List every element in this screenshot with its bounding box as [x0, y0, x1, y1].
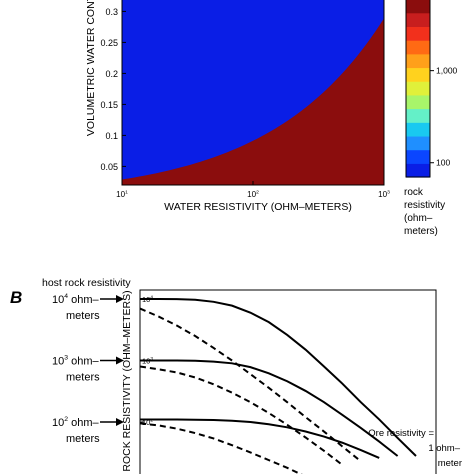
colorbar-block	[406, 135, 430, 151]
y-tick-label: 0.2	[105, 69, 118, 79]
dashed-curve	[140, 365, 344, 466]
colorbar-block	[406, 12, 430, 27]
host-rock-value: 103 ohm–	[52, 355, 100, 368]
panel-b-y-ticks: 102 103 104	[140, 295, 153, 427]
y-tick-label: 0.3	[105, 7, 118, 17]
panel-a-y-ticks: 0.05 0.1 0.15 0.2 0.25 0.3	[100, 7, 126, 172]
colorbar-label: rock resistivity (ohm– meters)	[404, 187, 445, 237]
y-tick-label: 0.15	[100, 100, 118, 110]
panel-b-curves	[140, 298, 417, 474]
y-tick-label: 0.05	[100, 162, 118, 172]
colorbar-block	[406, 108, 430, 123]
y-tick-label: 0.1	[105, 131, 118, 141]
colorbar-label-line: (ohm–	[404, 213, 433, 224]
ore-resistivity-line: 1 ohm–	[428, 443, 460, 454]
host-rock-value: 102 ohm–	[52, 416, 100, 429]
panel-a-chart: 0.05 0.1 0.15 0.2 0.25 0.3 101 102 103 WATER RE…	[85, 0, 390, 213]
colorbar-block	[406, 149, 430, 164]
panel-b-y-axis-label: ROCK RESISTIVITY (OHM–METERS)	[121, 290, 133, 471]
colorbar-block	[406, 53, 430, 69]
host-rock-unit: meters	[66, 310, 100, 322]
ore-resistivity-label: Ore resistivity = 1 ohm– meter	[368, 428, 462, 469]
host-arrow-head	[116, 356, 124, 365]
dashed-curve	[140, 422, 303, 474]
colorbar-block	[406, 0, 430, 14]
panel-a-y-axis-label: VOLUMETRIC WATER CONTENT	[85, 0, 97, 136]
solid-curve	[140, 359, 399, 457]
host-rock-labels: 104 ohm– meters 103 ohm– meters 102 ohm– mete…	[52, 293, 124, 445]
dashed-curve	[140, 307, 362, 463]
y-tick-label: 102	[142, 418, 153, 427]
x-tick-label: 101	[116, 189, 128, 199]
colorbar-block	[406, 122, 430, 137]
x-tick-label: 103	[378, 189, 390, 199]
colorbar-tick-label: 1,000	[436, 66, 458, 76]
colorbar: 100 1,000 rock resistivity (ohm– meters)	[404, 0, 458, 237]
solid-curve	[140, 298, 417, 457]
host-rock-unit: meters	[66, 372, 100, 384]
x-tick-label: 102	[247, 189, 259, 199]
colorbar-tick-label: 100	[436, 158, 450, 168]
panel-a-x-ticks: 101 102 103	[116, 181, 390, 199]
contour-band	[122, 0, 384, 180]
colorbar-block	[406, 94, 430, 110]
y-tick-label: 104	[142, 295, 153, 304]
solid-curve	[140, 418, 380, 459]
panel-b-label: B	[10, 288, 22, 307]
ore-resistivity-line: meter	[438, 458, 462, 469]
colorbar-block	[406, 67, 430, 82]
colorbar-frame	[405, 0, 431, 178]
contour-fill-layer	[122, 0, 384, 185]
y-tick-label: 0.25	[100, 38, 118, 48]
panel-b-plot-frame	[139, 289, 437, 474]
colorbar-label-line: resistivity	[404, 200, 445, 211]
panel-b-chart: B host rock resistivity 104 ohm–meters10…	[10, 277, 462, 474]
host-rock-value: 104 ohm–	[52, 293, 100, 306]
host-arrow-head	[116, 418, 124, 426]
colorbar-ticks: 100 1,000	[430, 66, 458, 168]
ore-resistivity-line: Ore resistivity =	[368, 428, 434, 439]
colorbar-block	[406, 163, 430, 178]
colorbar-label-line: rock	[404, 187, 424, 198]
colorbar-label-line: meters)	[404, 226, 438, 237]
host-rock-title: host rock resistivity	[42, 277, 131, 289]
colorbar-blocks	[406, 0, 430, 178]
y-tick-label: 103	[142, 356, 153, 365]
colorbar-block	[406, 81, 430, 96]
host-arrow-head	[116, 295, 124, 303]
host-rock-unit: meters	[66, 433, 100, 445]
colorbar-block	[406, 26, 430, 41]
panel-a-x-axis-label: WATER RESISTIVITY (OHM–METERS)	[164, 201, 352, 213]
colorbar-block	[406, 40, 430, 55]
